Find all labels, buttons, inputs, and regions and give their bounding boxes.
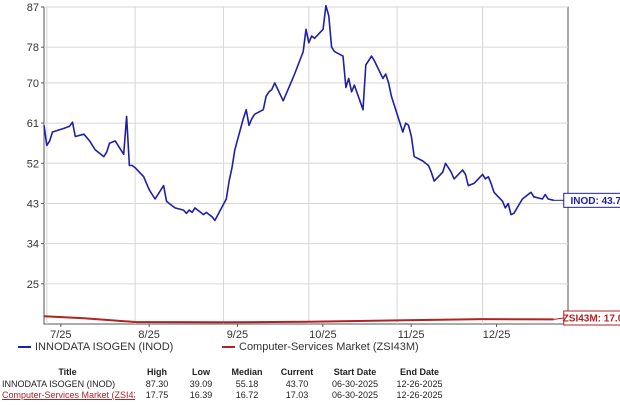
stats-header-title: Title xyxy=(58,367,77,377)
end-label-inod: INOD: 43.7 xyxy=(570,196,620,207)
stats-cell-start-date: 06-30-2025 xyxy=(331,389,379,400)
x-tick-label: 10/25 xyxy=(309,329,337,340)
series-lines xyxy=(43,4,554,324)
stats-header-low: Low xyxy=(192,367,210,377)
legend-swatch-market xyxy=(222,346,235,349)
stats-table: Title High Low Median Current Start Date… xyxy=(0,366,620,400)
stats-cell-title[interactable]: Computer-Services Market (ZSI43M) xyxy=(2,389,135,400)
stats-header-current: Current xyxy=(280,367,314,377)
stats-row-inod: INNODATA ISOGEN (INOD) 87.30 39.09 55.18… xyxy=(0,378,452,389)
end-labels: INOD: 43.7 ZSI43M: 17.03 xyxy=(553,192,620,326)
y-tick-label: 25 xyxy=(27,279,39,291)
legend-label-inod: INNODATA ISOGEN (INOD) xyxy=(35,341,174,353)
stats-cell-low: 39.09 xyxy=(189,378,213,389)
end-label-box xyxy=(563,310,620,326)
y-tick-label: 52 xyxy=(27,158,39,170)
x-tick-label: 11/25 xyxy=(398,329,425,340)
y-tick-label: 43 xyxy=(27,198,39,210)
stats-header-end-date: End Date xyxy=(399,367,439,377)
x-axis-ticks: 7/25 8/25 9/25 10/25 11/25 12/25 xyxy=(50,324,510,340)
series-line-inod xyxy=(43,4,554,222)
stats-cell-low: 16.39 xyxy=(189,389,213,400)
stats-cell-end-date: 12-26-2025 xyxy=(396,378,443,389)
end-label-box xyxy=(563,192,620,208)
stats-cell-high: 17.75 xyxy=(145,389,169,400)
stats-header-row: Title High Low Median Current Start Date… xyxy=(0,366,452,378)
stats-header-start-date: Start Date xyxy=(333,367,377,377)
series-line-market xyxy=(43,315,554,324)
stats-cell-end-date: 12-26-2025 xyxy=(396,389,443,400)
stats-cell-start-date: 06-30-2025 xyxy=(331,378,379,389)
y-axis-ticks: 25 34 43 52 61 70 78 87 xyxy=(27,2,44,291)
stats-row-market: Computer-Services Market (ZSI43M) 17.75 … xyxy=(0,389,452,400)
stats-cell-current: 43.70 xyxy=(285,378,309,389)
stats-header-high: High xyxy=(147,367,167,377)
y-tick-label: 61 xyxy=(27,118,39,130)
price-chart: 25 34 43 52 61 70 78 87 7/25 8/25 9/25 10/25 11/25 1… xyxy=(27,2,620,340)
end-label-market: ZSI43M: 17.03 xyxy=(563,314,620,325)
x-tick-label: 8/25 xyxy=(138,329,159,340)
legend-item-market: Computer-Services Market (ZSI43M) xyxy=(222,341,419,353)
x-tick-label: 9/25 xyxy=(227,329,248,340)
stats-header-median: Median xyxy=(231,367,263,377)
legend-swatch-inod xyxy=(18,346,31,349)
y-tick-label: 70 xyxy=(27,78,39,90)
y-tick-label: 34 xyxy=(27,239,39,251)
legend-item-inod: INNODATA ISOGEN (INOD) xyxy=(18,341,173,353)
plot-area xyxy=(43,6,569,325)
chart-legend: INNODATA ISOGEN (INOD) Computer-Services… xyxy=(0,339,620,357)
y-tick-label: 87 xyxy=(27,2,39,14)
grid-lines xyxy=(44,6,568,324)
end-label-connector xyxy=(553,317,564,320)
x-tick-label: 7/25 xyxy=(50,329,71,340)
legend-label-market: Computer-Services Market (ZSI43M) xyxy=(239,341,419,353)
y-tick-label: 78 xyxy=(27,42,39,54)
stats-cell-median: 55.18 xyxy=(235,378,259,389)
stats-cell-high: 87.30 xyxy=(145,378,169,389)
stats-cell-title: INNODATA ISOGEN (INOD) xyxy=(2,378,116,389)
stats-cell-median: 16.72 xyxy=(235,389,259,400)
x-tick-label: 12/25 xyxy=(483,329,511,340)
stats-cell-current: 17.03 xyxy=(285,389,309,400)
